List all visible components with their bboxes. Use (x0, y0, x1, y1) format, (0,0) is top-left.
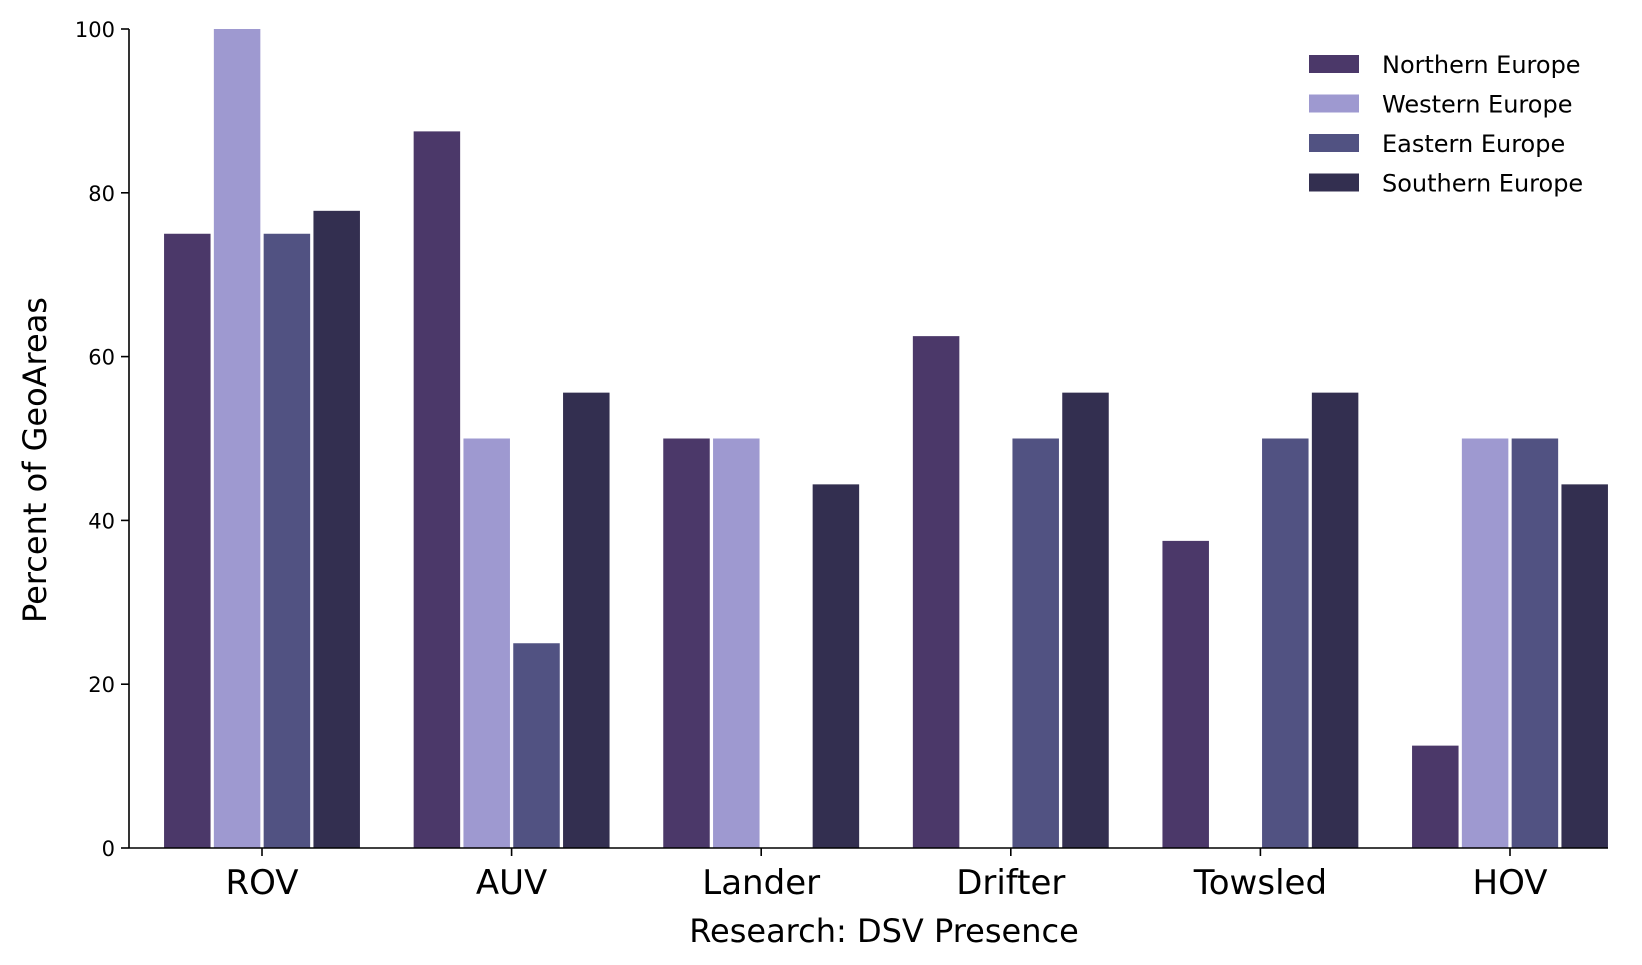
legend-swatch-northern-europe (1309, 55, 1359, 73)
bar-drifter-northern-europe (912, 336, 960, 849)
y-tick-label: 100 (75, 18, 115, 42)
bar-drifter-eastern-europe (1012, 438, 1059, 848)
bar-hov-eastern-europe (1511, 438, 1559, 848)
bar-auv-southern-europe (563, 392, 610, 848)
bar-drifter-southern-europe (1062, 392, 1109, 848)
x-tick-label-hov: HOV (1473, 863, 1548, 903)
legend-swatch-southern-europe (1309, 173, 1359, 192)
y-tick-label: 40 (88, 509, 115, 533)
bar-hov-western-europe (1461, 438, 1509, 848)
legend-label-southern-europe: Southern Europe (1382, 170, 1583, 198)
bar-towsled-northern-europe (1162, 540, 1209, 849)
legend: Northern Europe Western Europe Eastern Eur… (1309, 51, 1583, 198)
axes-layer (128, 29, 1608, 849)
bar-rov-western-europe (213, 29, 261, 848)
bar-rov-southern-europe (313, 210, 360, 848)
x-tick-label-rov: ROV (225, 863, 298, 903)
bar-lander-southern-europe (812, 484, 860, 848)
bar-auv-eastern-europe (513, 643, 560, 848)
x-axis-title: Research: DSV Presence (689, 912, 1079, 950)
x-tick-label-towsled: Towsled (1193, 863, 1327, 903)
bar-lander-western-europe (713, 438, 760, 848)
legend-swatch-western-europe (1309, 94, 1359, 113)
bars-layer (164, 29, 1608, 849)
x-tick-label-drifter: Drifter (956, 863, 1065, 903)
y-ticks: 0 20 40 60 80 100 (75, 18, 129, 861)
bar-rov-northern-europe (164, 233, 211, 848)
x-tick-label-auv: AUV (476, 863, 547, 903)
bar-hov-southern-europe (1561, 484, 1608, 848)
y-tick-label: 0 (102, 837, 115, 861)
y-tick-label: 80 (88, 182, 115, 206)
legend-label-northern-europe: Northern Europe (1382, 51, 1581, 79)
x-tick-label-lander: Lander (702, 863, 820, 903)
y-tick-label: 60 (88, 346, 115, 370)
legend-label-eastern-europe: Eastern Europe (1382, 130, 1565, 158)
bar-rov-eastern-europe (263, 233, 311, 848)
x-ticks: ROV AUV Lander Drifter Towsled HOV (225, 848, 1548, 903)
legend-swatch-eastern-europe (1309, 134, 1359, 152)
bar-lander-northern-europe (663, 438, 710, 848)
bar-hov-northern-europe (1412, 745, 1459, 849)
bar-auv-northern-europe (413, 131, 461, 849)
y-tick-label: 20 (88, 673, 115, 697)
y-axis-title: Percent of GeoAreas (16, 297, 54, 623)
bar-towsled-southern-europe (1311, 392, 1359, 848)
legend-label-western-europe: Western Europe (1382, 91, 1572, 119)
bar-auv-western-europe (463, 438, 510, 848)
bar-towsled-eastern-europe (1262, 438, 1309, 848)
